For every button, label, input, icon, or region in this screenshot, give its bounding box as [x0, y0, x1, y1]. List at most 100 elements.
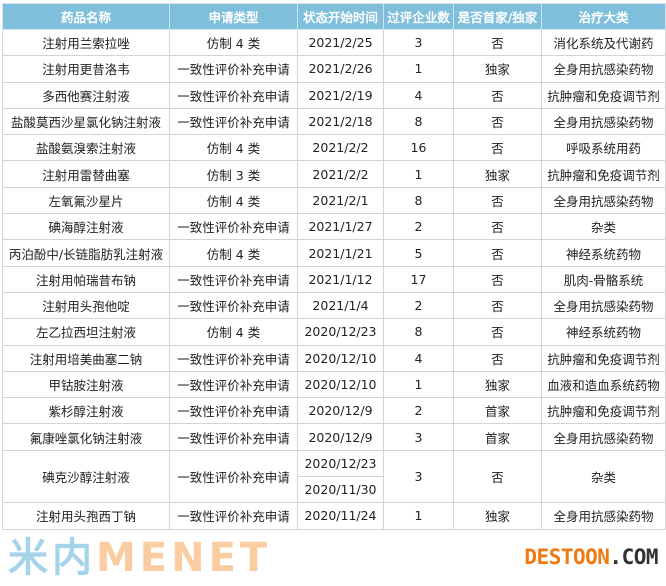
logo-main: DESTOON	[524, 545, 610, 570]
status-date-cell: 2020/11/24	[297, 502, 384, 530]
first-exclusive-cell: 否	[453, 265, 542, 293]
footer-marks: 米内MENET DESTOON.COM	[0, 530, 666, 586]
application-type-cell: 一致性评价补充申请	[169, 55, 298, 83]
status-date-cell: 2021/1/21	[297, 239, 384, 267]
table-row: 氟康唑氯化钠注射液 一致性评价补充申请 2020/12/9 3 首家 全身用抗感染药物	[2, 423, 666, 451]
application-type-cell: 一致性评价补充申请	[169, 291, 298, 320]
table-row: 注射用头孢他啶 一致性评价补充申请 2021/1/4 2 否全身用抗感染药物	[2, 291, 666, 320]
company-count-cell: 1	[383, 160, 454, 188]
table-row: 紫杉醇注射液 一致性评价补充申请 2020/12/9 2 首家 抗肿瘤和免疫调节剂	[2, 397, 666, 425]
company-count-cell: 5	[383, 239, 454, 267]
status-date-cell: 2020/12/9	[297, 423, 384, 451]
drug-name-cell: 注射用头孢西丁钠	[2, 502, 170, 530]
category-cell: 全身用抗感染药物	[541, 291, 666, 320]
table-row: 碘克沙醇注射液 一致性评价补充申请 2020/12/23 3 否杂类	[2, 449, 666, 504]
category-cell: 全身用抗感染药物	[541, 502, 666, 530]
company-count-cell: 16	[383, 134, 454, 162]
category-cell: 全身用抗感染药物	[541, 107, 666, 136]
status-date-cell: 2020/12/23	[297, 318, 384, 346]
table-row: 多西他赛注射液 一致性评价补充申请 2021/2/19 4 否抗肿瘤和免疫调节剂	[2, 81, 666, 109]
first-exclusive-cell: 否	[453, 186, 542, 215]
category-cell: 神经系统药物	[541, 239, 666, 267]
status-date-cell: 2021/2/2	[297, 134, 384, 162]
application-type-cell: 一致性评价补充申请	[169, 265, 298, 293]
company-count-cell: 3	[383, 449, 454, 504]
status-date-cell: 2021/1/12	[297, 265, 384, 293]
logo-suffix: .COM	[609, 545, 658, 570]
drug-name-cell: 左氧氟沙星片	[2, 186, 170, 215]
company-count-cell: 2	[383, 213, 454, 241]
table-row: 注射用头孢西丁钠 一致性评价补充申请 2020/11/24 1 独家 全身用抗感染药物	[2, 502, 666, 530]
header-therapeutic-category: 治疗大类	[541, 3, 666, 30]
company-count-cell: 8	[383, 186, 454, 215]
application-type-cell: 一致性评价补充申请	[169, 423, 298, 451]
application-type-cell: 一致性评价补充申请	[169, 344, 298, 372]
table-row: 注射用更昔洛韦 一致性评价补充申请 2021/2/26 1 独家 全身用抗感染药物	[2, 55, 666, 83]
application-type-cell: 一致性评价补充申请	[169, 81, 298, 109]
destoon-logo: DESTOON.COM	[524, 545, 658, 570]
drug-name-cell: 甲钴胺注射液	[2, 370, 170, 399]
drug-name-cell: 左乙拉西坦注射液	[2, 318, 170, 346]
first-exclusive-cell: 否	[453, 107, 542, 136]
header-application-type: 申请类型	[169, 3, 298, 30]
company-count-cell: 2	[383, 397, 454, 425]
drug-name-cell: 盐酸莫西沙星氯化钠注射液	[2, 107, 170, 136]
table-row: 丙泊酚中/长链脂肪乳注射液 仿制 4 类 2021/1/21 5 否神经系统药物	[2, 239, 666, 267]
status-date-cell: 2020/12/23	[297, 449, 384, 478]
table-row: 甲钴胺注射液 一致性评价补充申请 2020/12/10 1 独家 血液和造血系统药物	[2, 370, 666, 399]
status-date-cell: 2021/2/18	[297, 107, 384, 136]
first-exclusive-cell: 否	[453, 81, 542, 109]
status-date-cell: 2021/2/26	[297, 55, 384, 83]
drug-name-cell: 注射用帕瑞昔布钠	[2, 265, 170, 293]
drug-name-cell: 注射用更昔洛韦	[2, 55, 170, 83]
first-exclusive-cell: 否	[453, 344, 542, 372]
category-cell: 呼吸系统用药	[541, 134, 666, 162]
application-type-cell: 仿制 4 类	[169, 186, 298, 215]
category-cell: 全身用抗感染药物	[541, 423, 666, 451]
watermark-right: MENET	[96, 534, 272, 581]
status-date-cell: 2021/2/25	[297, 28, 384, 57]
header-first-or-exclusive: 是否首家/独家	[453, 3, 542, 30]
category-cell: 全身用抗感染药物	[541, 186, 666, 215]
company-count-cell: 8	[383, 107, 454, 136]
table-row: 左乙拉西坦注射液 仿制 4 类 2020/12/23 8 否神经系统药物	[2, 318, 666, 346]
application-type-cell: 仿制 4 类	[169, 134, 298, 162]
company-count-cell: 3	[383, 423, 454, 451]
drug-name-cell: 碘海醇注射液	[2, 213, 170, 241]
category-cell: 全身用抗感染药物	[541, 55, 666, 83]
first-exclusive-cell: 否	[453, 213, 542, 241]
first-exclusive-cell: 否	[453, 239, 542, 267]
drug-name-cell: 注射用头孢他啶	[2, 291, 170, 320]
category-cell: 抗肿瘤和免疫调节剂	[541, 81, 666, 109]
first-exclusive-cell: 否	[453, 28, 542, 57]
category-cell: 神经系统药物	[541, 318, 666, 346]
drug-name-cell: 丙泊酚中/长链脂肪乳注射液	[2, 239, 170, 267]
category-cell: 杂类	[541, 213, 666, 241]
status-date-cell: 2020/12/9	[297, 397, 384, 425]
watermark-left: 米内	[8, 534, 96, 581]
application-type-cell: 一致性评价补充申请	[169, 449, 298, 504]
company-count-cell: 2	[383, 291, 454, 320]
header-status-start-date: 状态开始时间	[297, 3, 384, 30]
status-date-cell: 2021/2/1	[297, 186, 384, 215]
first-exclusive-cell: 独家	[453, 55, 542, 83]
table-row: 左氧氟沙星片 仿制 4 类 2021/2/1 8 否全身用抗感染药物	[2, 186, 666, 215]
company-count-cell: 8	[383, 318, 454, 346]
status-date-cell: 2020/12/10	[297, 370, 384, 399]
application-type-cell: 一致性评价补充申请	[169, 107, 298, 136]
application-type-cell: 仿制 4 类	[169, 28, 298, 57]
first-exclusive-cell: 首家	[453, 423, 542, 451]
header-approved-company-count: 过评企业数	[383, 3, 454, 30]
category-cell: 血液和造血系统药物	[541, 370, 666, 399]
drug-approval-table: 药品名称 申请类型 状态开始时间 过评企业数 是否首家/独家 治疗大类 注射用兰…	[2, 3, 666, 530]
first-exclusive-cell: 否	[453, 134, 542, 162]
status-date-cell: 2020/12/10	[297, 344, 384, 372]
category-cell: 肌肉-骨骼系统	[541, 265, 666, 293]
drug-name-cell: 多西他赛注射液	[2, 81, 170, 109]
table-row: 注射用兰索拉唑 仿制 4 类 2021/2/25 3 否消化系统及代谢药	[2, 28, 666, 57]
company-count-cell: 1	[383, 370, 454, 399]
drug-name-cell: 注射用雷替曲塞	[2, 160, 170, 188]
table-row: 盐酸莫西沙星氯化钠注射液 一致性评价补充申请 2021/2/18 8 否全身用抗感染药物	[2, 107, 666, 136]
company-count-cell: 3	[383, 28, 454, 57]
category-cell: 抗肿瘤和免疫调节剂	[541, 160, 666, 188]
